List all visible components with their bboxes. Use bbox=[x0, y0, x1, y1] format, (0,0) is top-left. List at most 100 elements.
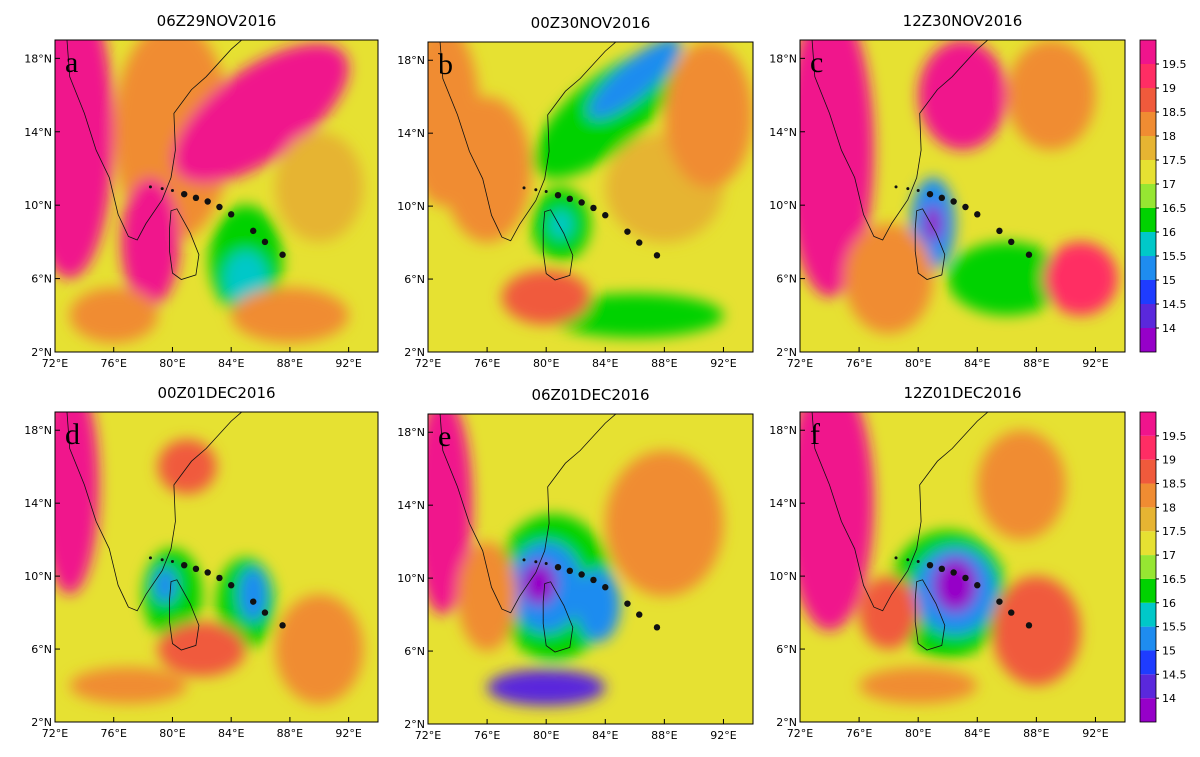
colorbar-label: 15.5 bbox=[1162, 250, 1187, 263]
colorbar-label: 14.5 bbox=[1162, 298, 1187, 311]
map-frame bbox=[427, 41, 754, 353]
cyclone-symbol bbox=[227, 582, 235, 589]
map-panel: 06Z01DEC2016 e 18°N 14°N 10°N 6°N 2°N72°E 76°E 8… bbox=[397, 386, 754, 742]
lat-label: 10°N bbox=[24, 570, 52, 583]
lat-label: 14°N bbox=[397, 499, 425, 512]
panel-letter: e bbox=[438, 420, 451, 453]
colorbar-label: 19.5 bbox=[1162, 430, 1187, 443]
cyclone-symbol bbox=[148, 185, 152, 189]
cyclone-symbol bbox=[636, 239, 643, 246]
colorbar-label: 16 bbox=[1162, 597, 1176, 610]
lat-label: 18°N bbox=[24, 424, 52, 437]
cyclone-symbol bbox=[1025, 251, 1033, 258]
lat-label: 2°N bbox=[31, 716, 52, 729]
cyclone-symbol bbox=[602, 212, 609, 219]
cyclone-symbol bbox=[996, 598, 1003, 605]
cyclone-symbol bbox=[554, 191, 562, 199]
colorbar-box bbox=[1140, 674, 1156, 699]
lon-label: 80°E bbox=[905, 357, 931, 370]
lat-label: 18°N bbox=[397, 426, 425, 439]
colorbar-label: 14.5 bbox=[1162, 668, 1187, 681]
colorbar-label: 19 bbox=[1162, 454, 1176, 467]
field-blob bbox=[69, 667, 188, 704]
cyclone-symbol bbox=[279, 251, 286, 258]
lon-label: 80°E bbox=[533, 357, 559, 370]
field bbox=[55, 412, 378, 722]
colorbar-box bbox=[1140, 88, 1156, 112]
colorbar-frame bbox=[1139, 39, 1157, 353]
cyclone-symbol bbox=[250, 227, 257, 235]
colorbar-box bbox=[1140, 650, 1156, 675]
lon-label: 80°E bbox=[533, 729, 559, 742]
map-panel: 06Z29NOV2016 a 18°N 14°N 10°N 6°N 2°N72°E 76°E 8… bbox=[24, 12, 379, 370]
lat-label: 18°N bbox=[769, 52, 797, 65]
cyclone-symbol bbox=[916, 188, 920, 192]
cyclone-symbol bbox=[216, 203, 223, 211]
colorbar-box bbox=[1140, 256, 1156, 280]
field bbox=[800, 412, 1125, 722]
field-blob bbox=[153, 567, 177, 604]
lat-label: 6°N bbox=[776, 643, 797, 656]
colorbar-label: 17.5 bbox=[1162, 154, 1187, 167]
coastline bbox=[542, 209, 574, 281]
cyclone-symbol bbox=[950, 198, 957, 205]
field bbox=[800, 40, 1125, 352]
coastline bbox=[811, 412, 989, 612]
field-blob bbox=[275, 131, 364, 242]
colorbar-box bbox=[1140, 507, 1156, 532]
field-blob bbox=[947, 241, 1066, 316]
cyclone-symbol bbox=[192, 194, 200, 202]
colorbar-box bbox=[1140, 280, 1156, 304]
lon-label: 72°E bbox=[787, 357, 813, 370]
lat-label: 2°N bbox=[776, 716, 797, 729]
field-blob bbox=[918, 40, 1007, 151]
field-blobs bbox=[55, 412, 364, 704]
field-blob bbox=[501, 269, 591, 325]
map-panel: 00Z30NOV2016 b 18°N 14°N 10°N 6°N 2°N72°E 76°E 8… bbox=[397, 14, 754, 370]
cyclone-symbol bbox=[962, 574, 969, 582]
colorbar-box bbox=[1140, 412, 1156, 436]
cyclone-symbol bbox=[1008, 238, 1015, 246]
cyclone-symbol bbox=[181, 190, 188, 198]
colorbar-box bbox=[1140, 459, 1156, 484]
field-blob bbox=[800, 412, 874, 631]
cyclone-symbol bbox=[590, 204, 597, 212]
panel-title: 12Z01DEC2016 bbox=[903, 384, 1021, 402]
lat-label: 10°N bbox=[397, 572, 425, 585]
cyclone-symbol bbox=[894, 556, 898, 560]
field-blob bbox=[55, 412, 100, 595]
colorbar-label: 16.5 bbox=[1162, 573, 1187, 586]
cyclone-symbol bbox=[181, 561, 188, 569]
lat-label: 2°N bbox=[404, 718, 425, 731]
colorbar-label: 17 bbox=[1162, 178, 1176, 191]
field-blob bbox=[664, 42, 753, 188]
cyclone-symbol bbox=[653, 252, 661, 259]
lat-label: 2°N bbox=[776, 346, 797, 359]
field-blob bbox=[55, 40, 114, 279]
coastline bbox=[169, 579, 200, 651]
coastline bbox=[811, 40, 989, 241]
map-frame bbox=[427, 413, 754, 725]
colorbar-box bbox=[1140, 435, 1156, 460]
field bbox=[428, 414, 753, 724]
map-panel: 00Z01DEC2016 d 18°N 14°N 10°N 6°N 2°N72°E 76°E 8… bbox=[24, 384, 379, 740]
field-blob bbox=[932, 557, 978, 613]
coastline bbox=[439, 42, 617, 242]
field-blob bbox=[844, 223, 933, 334]
field-blobs bbox=[800, 412, 1081, 704]
lon-label: 72°E bbox=[42, 357, 68, 370]
coastline bbox=[66, 40, 243, 241]
field-blobs bbox=[428, 414, 724, 706]
lon-label: 88°E bbox=[651, 729, 677, 742]
colorbar-label: 15 bbox=[1162, 644, 1176, 657]
panel-letter: c bbox=[810, 46, 823, 79]
cyclone-symbol bbox=[624, 228, 631, 235]
cyclone-symbol bbox=[974, 582, 981, 589]
lon-label: 88°E bbox=[651, 357, 677, 370]
colorbar-frame bbox=[1139, 411, 1157, 723]
lat-label: 14°N bbox=[769, 497, 797, 510]
field-blobs bbox=[800, 40, 1118, 334]
panel-title: 00Z01DEC2016 bbox=[157, 384, 275, 402]
coastline bbox=[439, 414, 617, 614]
coastline bbox=[914, 579, 946, 651]
